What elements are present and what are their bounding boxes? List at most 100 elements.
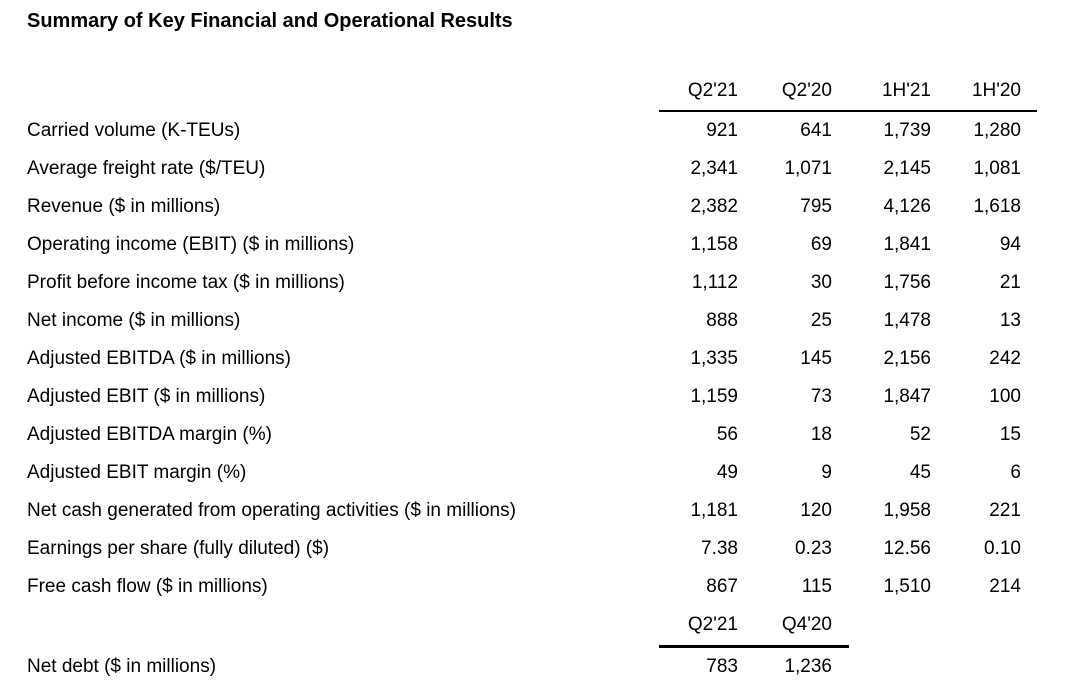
- cell-value: 1,847: [883, 386, 931, 407]
- cell-value: 7.38: [701, 538, 738, 559]
- cell-value: 12.56: [883, 538, 931, 559]
- column-header-1h-21: 1H'21: [832, 72, 931, 112]
- row-label: Net income ($ in millions): [27, 310, 241, 331]
- cell-value: 120: [800, 500, 832, 521]
- cell-value: 94: [999, 234, 1021, 255]
- empty-cell: [931, 606, 1037, 644]
- cell-value: 1,739: [883, 120, 931, 141]
- cell-value: 30: [810, 272, 832, 293]
- secondary-header-row: Q2'21 Q4'20: [27, 606, 1037, 644]
- secondary-table-body: Q2'21 Q4'20 Net debt ($ in millions) 783…: [27, 606, 1037, 690]
- column-header-q2-20: Q2'20: [738, 72, 832, 112]
- empty-cell: [832, 606, 931, 644]
- empty-cell: [832, 644, 931, 690]
- cell-value: 18: [810, 424, 832, 445]
- cell-value: 45: [909, 462, 931, 483]
- cell-value: 1,841: [883, 234, 931, 255]
- column-header-1h-20: 1H'20: [931, 72, 1037, 112]
- cell-value: 13: [999, 310, 1021, 331]
- cell-value: 15: [999, 424, 1021, 445]
- table-row: Net income ($ in millions) 888 25 1,478 13: [27, 302, 1037, 340]
- empty-cell: [931, 644, 1037, 690]
- cell-value: 1,478: [883, 310, 931, 331]
- cell-value: 1,236: [784, 656, 832, 677]
- secondary-column-header-q4-20: Q4'20: [781, 614, 832, 635]
- cell-value: 783: [706, 656, 738, 677]
- cell-value: 145: [800, 348, 832, 369]
- table-row: Average freight rate ($/TEU) 2,341 1,071 2,…: [27, 150, 1037, 188]
- cell-value: 2,156: [883, 348, 931, 369]
- secondary-column-header-q2-21: Q2'21: [687, 614, 738, 635]
- row-label: Adjusted EBIT ($ in millions): [27, 386, 266, 407]
- summary-table: Q2'21 Q2'20 1H'21 1H'20 Carried volume (…: [27, 72, 1037, 690]
- cell-value: 21: [999, 272, 1021, 293]
- cell-value: 73: [810, 386, 832, 407]
- table-row: Free cash flow ($ in millions) 867 115 1,51…: [27, 568, 1037, 606]
- cell-value: 2,145: [883, 158, 931, 179]
- secondary-header-spacer: [27, 606, 659, 644]
- row-label: Operating income (EBIT) ($ in millions): [27, 234, 355, 255]
- cell-value: 221: [989, 500, 1021, 521]
- cell-value: 4,126: [883, 196, 931, 217]
- cell-value: 921: [706, 120, 738, 141]
- net-debt-row: Net debt ($ in millions) 783 1,236: [27, 644, 1037, 690]
- row-label: Profit before income tax ($ in millions): [27, 272, 345, 293]
- cell-value: 888: [706, 310, 738, 331]
- page-title: Summary of Key Financial and Operational…: [27, 10, 513, 32]
- row-label: Adjusted EBITDA margin (%): [27, 424, 272, 445]
- cell-value: 49: [716, 462, 738, 483]
- cell-value: 52: [909, 424, 931, 445]
- cell-value: 1,112: [691, 272, 738, 293]
- cell-value: 69: [810, 234, 832, 255]
- table-row: Carried volume (K-TEUs) 921 641 1,739 1,280: [27, 111, 1037, 150]
- row-label: Free cash flow ($ in millions): [27, 576, 268, 597]
- cell-value: 1,159: [690, 386, 738, 407]
- main-table-body: Carried volume (K-TEUs) 921 641 1,739 1,280 A…: [27, 111, 1037, 606]
- cell-value: 2,341: [690, 158, 738, 179]
- cell-value: 1,335: [690, 348, 738, 369]
- table-row: Operating income (EBIT) ($ in millions) 1…: [27, 226, 1037, 264]
- row-label: Adjusted EBITDA ($ in millions): [27, 348, 291, 369]
- table-row: Profit before income tax ($ in millions)…: [27, 264, 1037, 302]
- secondary-header-rule: [659, 645, 849, 648]
- cell-value: 1,280: [973, 120, 1021, 141]
- cell-value: 1,958: [883, 500, 931, 521]
- header-spacer: [27, 72, 659, 111]
- row-label: Revenue ($ in millions): [27, 196, 221, 217]
- cell-value: 867: [706, 576, 738, 597]
- cell-value: 100: [989, 386, 1021, 407]
- cell-value: 115: [801, 576, 832, 597]
- table-row: Adjusted EBIT ($ in millions) 1,159 73 1,84…: [27, 378, 1037, 416]
- table-row: Adjusted EBIT margin (%) 49 9 45 6: [27, 454, 1037, 492]
- cell-value: 1,071: [784, 158, 832, 179]
- cell-value: 56: [716, 424, 738, 445]
- cell-value: 641: [800, 120, 832, 141]
- row-label: Carried volume (K-TEUs): [27, 119, 241, 141]
- row-label: Adjusted EBIT margin (%): [27, 462, 247, 483]
- row-label: Average freight rate ($/TEU): [27, 158, 266, 179]
- cell-value: 25: [810, 310, 832, 331]
- cell-value: 1,510: [883, 576, 931, 597]
- row-label: Net cash generated from operating activi…: [27, 500, 516, 521]
- cell-value: 1,158: [690, 234, 738, 255]
- cell-value: 9: [821, 462, 832, 483]
- cell-value: 0.23: [795, 538, 832, 559]
- table-row: Net cash generated from operating activi…: [27, 492, 1037, 530]
- row-label: Earnings per share (fully diluted) ($): [27, 538, 330, 559]
- column-header-q2-21: Q2'21: [659, 72, 738, 112]
- cell-value: 1,756: [883, 272, 931, 293]
- table-row: Adjusted EBITDA margin (%) 56 18 52 15: [27, 416, 1037, 454]
- cell-value: 0.10: [984, 538, 1021, 559]
- cell-value: 795: [800, 196, 832, 217]
- table-row: Revenue ($ in millions) 2,382 795 4,126 1,61…: [27, 188, 1037, 226]
- cell-value: 2,382: [690, 196, 738, 217]
- cell-value: 1,081: [973, 158, 1021, 179]
- cell-value: 214: [989, 576, 1021, 597]
- table-row: Earnings per share (fully diluted) ($) 7.…: [27, 530, 1037, 568]
- table-row: Adjusted EBITDA ($ in millions) 1,335 145 2…: [27, 340, 1037, 378]
- cell-value: 1,618: [973, 196, 1021, 217]
- main-header-row: Q2'21 Q2'20 1H'21 1H'20: [27, 72, 1037, 112]
- cell-value: 6: [1010, 462, 1021, 483]
- cell-value: 242: [989, 348, 1021, 369]
